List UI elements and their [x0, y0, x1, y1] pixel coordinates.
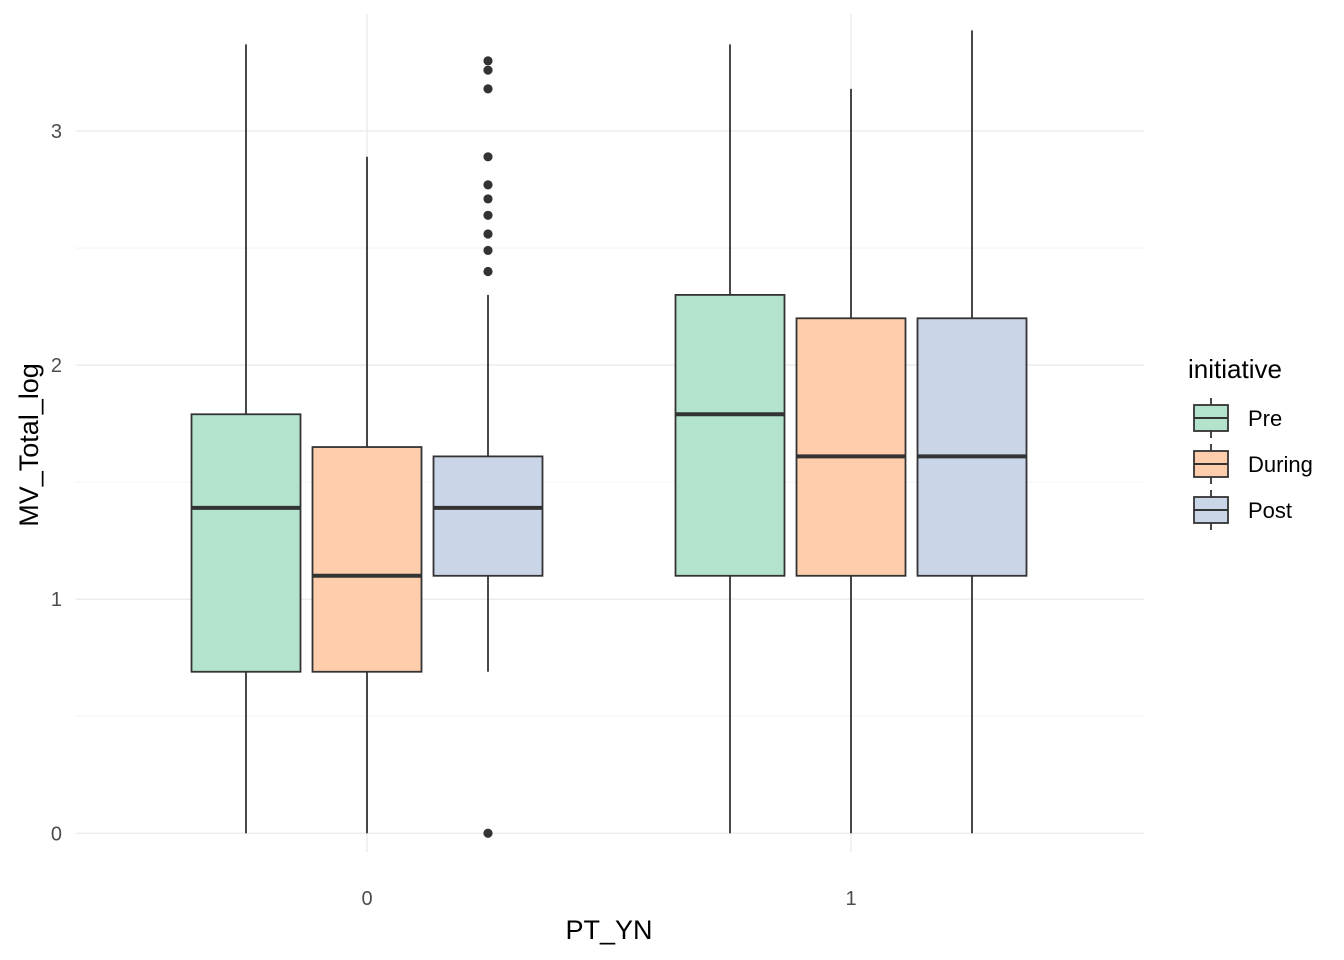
- box-post-1: [916, 30, 1028, 834]
- outlier-point: [483, 65, 493, 75]
- outlier-point: [483, 56, 493, 66]
- box-pre-1: [674, 44, 786, 834]
- box-iqr: [795, 317, 907, 577]
- outlier-point: [483, 210, 493, 220]
- x-tick-label: 1: [845, 888, 856, 910]
- legend-item-pre: Pre: [1193, 398, 1282, 438]
- box-during-0: [311, 156, 423, 834]
- box-iqr: [916, 317, 1028, 577]
- outlier-point: [483, 266, 493, 277]
- box-iqr: [674, 293, 786, 577]
- boxes: [190, 30, 1028, 838]
- outlier-point: [483, 180, 493, 190]
- box-pre-0: [190, 44, 302, 834]
- outlier-point: [483, 84, 493, 94]
- outlier-point: [483, 828, 493, 838]
- y-tick-label: 3: [51, 121, 62, 143]
- box-iqr: [432, 455, 544, 577]
- legend-title: initiative: [1188, 354, 1282, 384]
- legend: initiative Pre During Post: [1188, 354, 1313, 530]
- x-tick-label: 0: [361, 888, 372, 910]
- box-iqr: [311, 446, 423, 673]
- y-axis-ticks: 0 1 2 3: [51, 121, 62, 845]
- legend-label: During: [1248, 452, 1313, 477]
- y-tick-label: 2: [51, 355, 62, 377]
- legend-item-during: During: [1193, 444, 1313, 484]
- y-tick-label: 1: [51, 589, 62, 611]
- legend-label: Post: [1248, 498, 1292, 523]
- box-during-1: [795, 88, 907, 834]
- y-axis-title: MV_Total_log: [14, 363, 44, 527]
- y-tick-label: 0: [51, 823, 62, 845]
- x-axis-title: PT_YN: [565, 915, 652, 945]
- outlier-point: [483, 194, 493, 204]
- box-iqr: [190, 413, 302, 673]
- outlier-point: [483, 152, 493, 162]
- outlier-point: [483, 245, 493, 256]
- outlier-point: [483, 229, 493, 239]
- box-post-0: [432, 56, 544, 838]
- legend-item-post: Post: [1193, 490, 1292, 530]
- legend-label: Pre: [1248, 406, 1282, 431]
